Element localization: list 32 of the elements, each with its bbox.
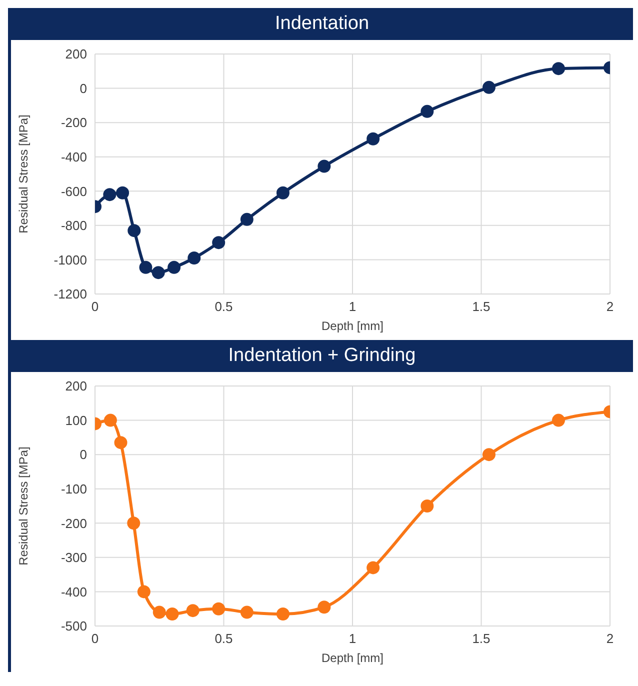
y-tick-label: -1000 [54, 252, 87, 268]
x-axis-title: Depth [mm] [321, 651, 384, 665]
x-tick-label: 0 [91, 299, 99, 314]
x-tick-label: 1 [348, 299, 356, 314]
y-tick-label: 200 [65, 46, 87, 62]
x-tick-label: 1.5 [472, 631, 490, 646]
y-tick-label: -600 [60, 184, 87, 199]
x-tick-label: 1.5 [472, 299, 490, 314]
x-tick-label: 1 [348, 631, 356, 646]
y-tick-label: 0 [80, 80, 87, 96]
y-tick-label: 100 [65, 412, 87, 428]
x-tick-label: 2 [606, 631, 614, 646]
chart-title: Indentation + Grinding [11, 340, 633, 372]
y-tick-label: -400 [60, 149, 87, 164]
chart-title: Indentation [11, 8, 633, 40]
y-tick-label: -200 [60, 115, 87, 130]
y-tick-label: 0 [80, 447, 87, 462]
y-tick-label: 200 [65, 378, 87, 394]
x-tick-label: 0 [91, 631, 99, 646]
y-tick-label: -300 [60, 550, 87, 566]
y-tick-label: -800 [60, 218, 87, 234]
y-tick-label: -400 [60, 584, 87, 600]
y-axis-title: Residual Stress [MPa] [16, 114, 30, 234]
x-tick-label: 2 [606, 299, 614, 314]
y-tick-label: -500 [60, 618, 87, 634]
x-tick-label: 0.5 [214, 299, 233, 314]
y-axis-title: Residual Stress [MPa] [16, 446, 30, 566]
x-tick-label: 0.5 [214, 631, 233, 646]
y-tick-label: -100 [60, 481, 87, 496]
y-tick-label: -1200 [54, 286, 87, 302]
y-tick-label: -200 [60, 516, 87, 531]
x-axis-title: Depth [mm] [321, 319, 384, 333]
